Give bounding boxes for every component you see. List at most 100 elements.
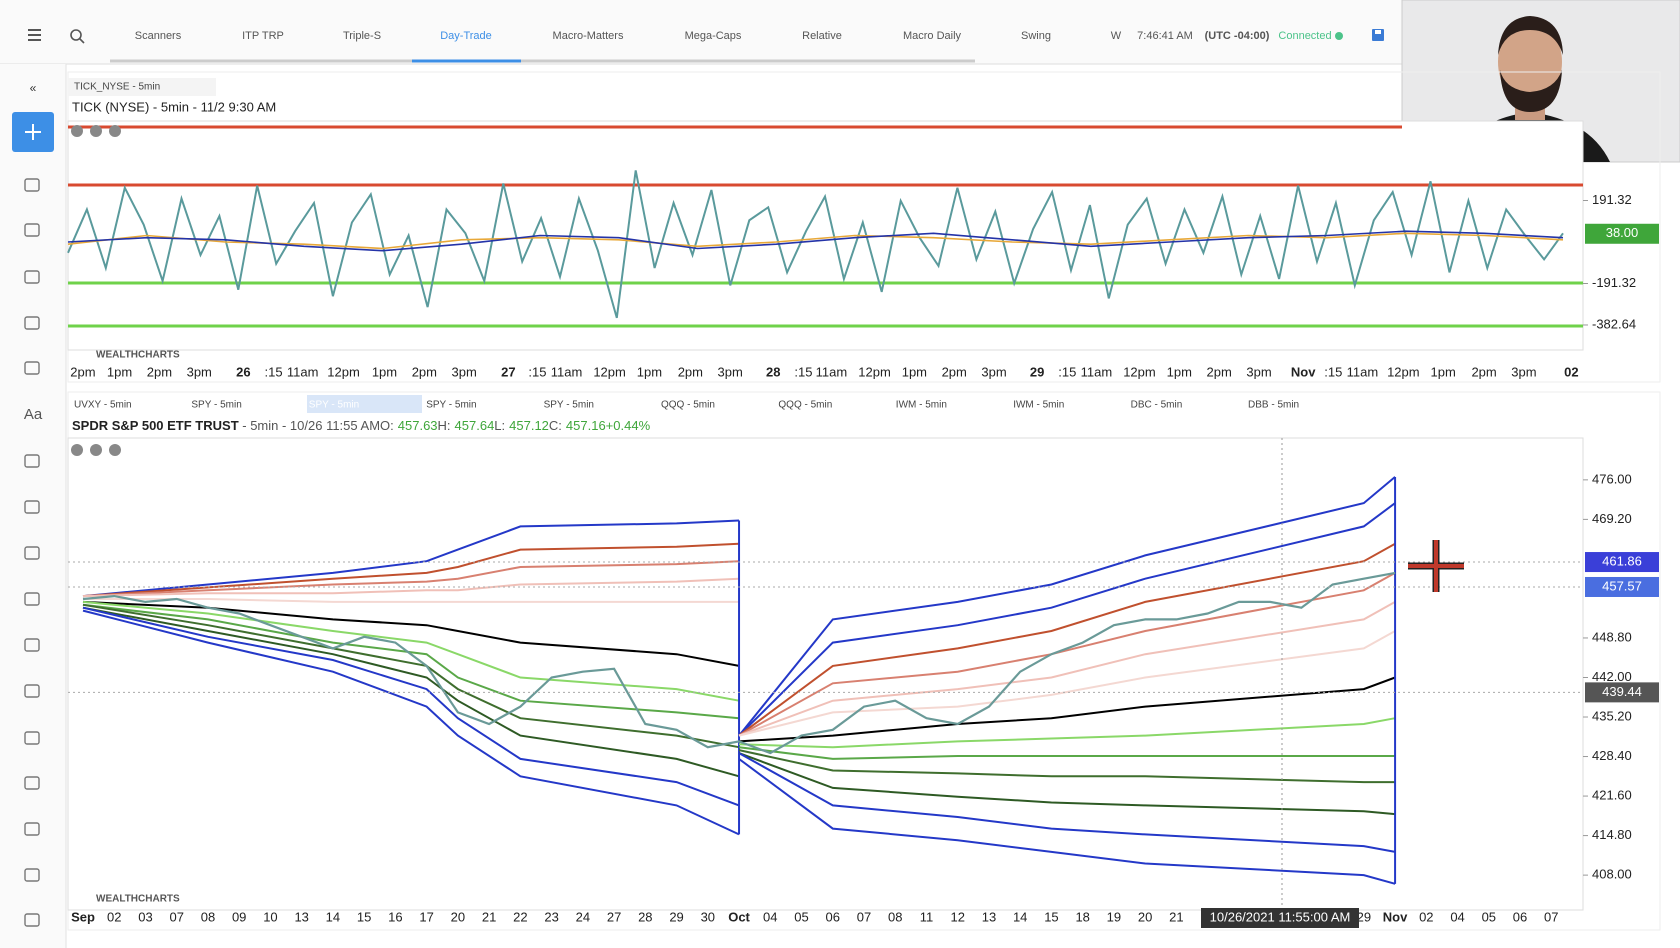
tool-icon[interactable] [24, 223, 40, 237]
x-tick-label: 04 [1450, 909, 1464, 924]
symbol-tab[interactable]: SPY - 5min [544, 400, 594, 411]
tool-icon[interactable] [24, 316, 40, 330]
nav-tab[interactable]: Macro Daily [903, 30, 962, 42]
title-part: SPDR S&P 500 ETF TRUST [72, 418, 239, 433]
tool-icon[interactable] [24, 776, 40, 790]
x-tick-label: 11am [1081, 364, 1113, 379]
x-tick-label: 17 [419, 909, 433, 924]
symbol-tab[interactable]: SPY - 5min [309, 400, 359, 411]
title-part: H: [438, 418, 451, 433]
y-tick-label: -191.32 [1592, 275, 1636, 290]
title-part: 457.64 [455, 418, 495, 433]
spy-active-tab-bg[interactable] [307, 395, 422, 413]
tool-icon[interactable] [24, 454, 40, 468]
x-tick-label: 05 [1482, 909, 1496, 924]
x-tick-label: 06 [1513, 909, 1527, 924]
tool-icon[interactable] [24, 546, 40, 560]
x-tick-label: 28 [638, 909, 652, 924]
x-tick-label: 12pm [593, 364, 626, 379]
nav-tab[interactable]: Macro-Matters [553, 30, 624, 42]
x-tick-label: 03 [138, 909, 152, 924]
x-tick-label: 04 [763, 909, 777, 924]
nav-tab[interactable]: W [1111, 30, 1122, 42]
x-tick-label: 29 [1030, 364, 1044, 379]
tool-icon[interactable] [24, 868, 40, 882]
symbol-tab[interactable]: DBC - 5min [1131, 400, 1183, 411]
x-tick-label: 2pm [412, 364, 437, 379]
symbol-tab[interactable]: IWM - 5min [896, 400, 947, 411]
x-tick-label: Nov [1291, 364, 1316, 379]
x-tick-label: 18 [1075, 909, 1089, 924]
tool-icon[interactable] [24, 913, 40, 927]
save-icon[interactable] [1372, 29, 1384, 41]
x-tick-label: 13 [982, 909, 996, 924]
x-tick-label: 3pm [187, 364, 212, 379]
band-line [738, 601, 1396, 737]
search-icon[interactable] [70, 29, 85, 44]
band-line [82, 603, 740, 720]
title-part: 457.16 [566, 418, 606, 433]
x-tick-label: 2pm [1471, 364, 1496, 379]
x-tick-label: 08 [201, 909, 215, 924]
symbol-tab[interactable]: IWM - 5min [1013, 400, 1064, 411]
x-tick-label: 08 [888, 909, 902, 924]
panel-title: TICK (NYSE) - 5min - 11/2 9:30 AM [72, 99, 276, 114]
symbol-tab[interactable]: SPY - 5min [191, 400, 241, 411]
nav-tab[interactable]: Scanners [135, 30, 182, 42]
tool-icon[interactable] [24, 270, 40, 284]
tool-icon[interactable] [24, 638, 40, 652]
band-line [82, 519, 740, 598]
x-tick-label: Sep [71, 909, 95, 924]
x-tick-label: 3pm [718, 364, 743, 379]
x-tick-label: 1pm [1431, 364, 1456, 379]
price-badge-label: 439.44 [1602, 684, 1642, 699]
y-tick-label: 428.40 [1592, 748, 1632, 763]
timezone: (UTC -04:00) [1205, 30, 1270, 42]
x-tick-label: 1pm [372, 364, 397, 379]
tick-line [67, 232, 1564, 250]
x-tick-label: 2pm [1207, 364, 1232, 379]
nav-tab[interactable]: ITP TRP [242, 30, 284, 42]
price-badge-label: 461.86 [1602, 553, 1642, 568]
nav-tab[interactable]: Mega-Caps [685, 30, 742, 42]
text-tool[interactable]: Aa [24, 406, 43, 423]
tool-icon[interactable] [24, 731, 40, 745]
tool-icon[interactable] [24, 684, 40, 698]
panel-controls[interactable] [71, 125, 121, 456]
title-part: 457.12 [509, 418, 549, 433]
symbol-tab[interactable]: QQQ - 5min [778, 400, 832, 411]
band-line [738, 749, 1396, 784]
symbol-tab[interactable]: DBB - 5min [1248, 400, 1299, 411]
tool-icon[interactable] [24, 822, 40, 836]
last-value-label: 38.00 [1606, 225, 1639, 240]
panel-tab[interactable]: TICK_NYSE - 5min [74, 82, 160, 93]
nav-tab[interactable]: Relative [802, 30, 842, 42]
tick-tab-bg[interactable] [68, 78, 216, 96]
x-tick-label: 10 [263, 909, 277, 924]
x-tick-label: 26 [236, 364, 250, 379]
chart-title: SPDR S&P 500 ETF TRUST - 5min - 10/26 11… [72, 418, 651, 433]
y-tick-label: 421.60 [1592, 788, 1632, 803]
tool-icon[interactable] [24, 361, 40, 375]
band-line [82, 560, 740, 598]
status-dot [1335, 32, 1343, 40]
nav-tab[interactable]: Swing [1021, 30, 1051, 42]
tool-icon[interactable] [24, 178, 40, 192]
collapse-icon[interactable]: « [30, 81, 37, 95]
nav-tab[interactable]: Triple-S [343, 30, 381, 42]
band-line [738, 676, 1396, 743]
x-tick-label: :15 [528, 364, 546, 379]
x-tick-label: 2pm [147, 364, 172, 379]
menu-icon[interactable] [28, 29, 41, 41]
tool-icon[interactable] [24, 500, 40, 514]
band-line [738, 752, 1396, 853]
symbol-tab[interactable]: SPY - 5min [426, 400, 476, 411]
add-icon [25, 124, 41, 140]
symbol-tab[interactable]: UVXY - 5min [74, 400, 132, 411]
price-badge-label: 457.57 [1602, 578, 1642, 593]
nav-tab[interactable]: Day-Trade [440, 30, 492, 42]
tool-icon[interactable] [24, 592, 40, 606]
symbol-tab[interactable]: QQQ - 5min [661, 400, 715, 411]
